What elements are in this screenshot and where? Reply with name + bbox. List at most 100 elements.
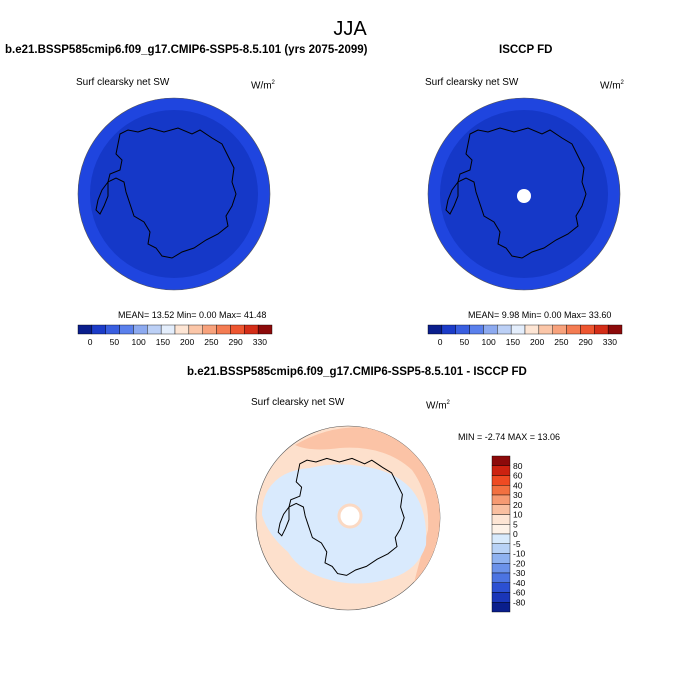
colorbar-obs-tick-label: 290 xyxy=(579,337,593,347)
panel-1-title: b.e21.BSSP585cmip6.f09_g17.CMIP6-SSP5-8.… xyxy=(5,44,368,56)
colorbar-model-swatch xyxy=(244,324,259,335)
colorbar-diff-swatch xyxy=(491,582,511,593)
colorbar-diff-tick-label: -80 xyxy=(513,597,526,607)
colorbar-diff-swatch xyxy=(491,475,511,486)
colorbar-model: 0 50 100 150 200 250 290 330 xyxy=(77,324,273,347)
colorbar-model-tick-label: 100 xyxy=(132,337,146,347)
colorbar-obs-tick-label: 100 xyxy=(482,337,496,347)
colorbar-diff-tick-label: 5 xyxy=(513,519,518,529)
panel-1-stats: MEAN= 13.52 Min= 0.00 Max= 41.48 xyxy=(118,310,267,320)
colorbar-diff-swatch xyxy=(491,494,511,505)
colorbar-model-tick-label: 290 xyxy=(229,337,243,347)
colorbar-obs-swatch xyxy=(552,324,567,335)
colorbar-model-tick-label: 50 xyxy=(110,337,120,347)
colorbar-model-swatch xyxy=(230,324,245,335)
colorbar-obs-swatch xyxy=(510,324,526,335)
colorbar-model-tick-label: 200 xyxy=(180,337,194,347)
map-diff-pole-ring xyxy=(337,503,363,529)
colorbar-diff-tick-label: -40 xyxy=(513,578,526,588)
colorbar-obs-swatch xyxy=(455,324,470,335)
colorbar-model-tick-label: 250 xyxy=(204,337,218,347)
colorbar-obs-swatch xyxy=(441,324,456,335)
map-obs xyxy=(427,97,621,291)
colorbar-diff-tick-label: 0 xyxy=(513,529,518,539)
colorbar-obs-swatch xyxy=(538,324,553,335)
colorbar-obs-tick-label: 250 xyxy=(554,337,568,347)
colorbar-obs-swatch xyxy=(594,324,609,335)
colorbar-diff-tick-label: 20 xyxy=(513,500,523,510)
colorbar-obs-tick-label: 50 xyxy=(460,337,470,347)
colorbar-model-swatch xyxy=(160,324,176,335)
season-title: JJA xyxy=(333,18,367,40)
panel-1-variable: Surf clearsky net SW xyxy=(76,77,170,88)
colorbar-model-tick-label: 330 xyxy=(253,337,267,347)
panel-3-title: b.e21.BSSP585cmip6.f09_g17.CMIP6-SSP5-8.… xyxy=(187,366,527,378)
panel-2-variable: Surf clearsky net SW xyxy=(425,77,519,88)
panel-3-stats: MIN = -2.74 MAX = 13.06 xyxy=(458,432,561,442)
colorbar-model-tick-label: 150 xyxy=(156,337,170,347)
colorbar-obs-tick-label: 330 xyxy=(603,337,617,347)
colorbar-model-swatch xyxy=(188,324,203,335)
colorbar-diff-tick-label: -5 xyxy=(513,539,521,549)
colorbar-obs-tick-label: 150 xyxy=(506,337,520,347)
colorbar-diff-swatch xyxy=(491,514,511,525)
map-diff-positive-band xyxy=(295,427,440,590)
panel-1-units: W/m2 xyxy=(251,80,275,92)
colorbar-model-swatch xyxy=(147,324,162,335)
map-model xyxy=(77,97,271,291)
colorbar-obs-swatch xyxy=(427,324,443,335)
colorbar-obs-swatch xyxy=(580,324,595,335)
colorbar-obs: 0 50 100 150 200 250 290 330 xyxy=(427,324,623,347)
colorbar-model-swatch xyxy=(257,324,273,335)
panel-3-variable: Surf clearsky net SW xyxy=(251,397,345,408)
colorbar-diff-tick-label: 30 xyxy=(513,490,523,500)
colorbar-model-swatch xyxy=(174,324,190,335)
colorbar-diff-tick-label: -30 xyxy=(513,568,526,578)
colorbar-diff-tick-label: 80 xyxy=(513,461,523,471)
colorbar-diff-swatch xyxy=(491,533,511,544)
colorbar-obs-swatch xyxy=(497,324,512,335)
colorbar-diff-swatch xyxy=(491,602,511,613)
colorbar-diff-tick-label: 60 xyxy=(513,471,523,481)
colorbar-model-swatch xyxy=(119,324,134,335)
colorbar-diff-swatch xyxy=(491,572,511,583)
colorbar-diff-tick-label: 10 xyxy=(513,510,523,520)
colorbar-diff-swatch xyxy=(491,455,511,466)
map-obs-missing-pole xyxy=(517,189,531,203)
map-diff xyxy=(255,425,441,611)
panel-2-stats: MEAN= 9.98 Min= 0.00 Max= 33.60 xyxy=(468,310,612,320)
colorbar-diff-tick-label: -60 xyxy=(513,588,526,598)
colorbar-model-swatch xyxy=(105,324,120,335)
colorbar-obs-swatch xyxy=(524,324,540,335)
colorbar-obs-swatch xyxy=(607,324,623,335)
colorbar-diff-swatch xyxy=(491,524,511,535)
map-diff-missing-pole xyxy=(339,505,361,527)
colorbar-diff-tick-label: -10 xyxy=(513,549,526,559)
colorbar-diff-swatch xyxy=(491,543,511,554)
map-model-inner-field xyxy=(90,110,258,278)
colorbar-obs-swatch xyxy=(469,324,484,335)
colorbar-obs-swatch xyxy=(483,324,498,335)
colorbar-diff-tick-label: -20 xyxy=(513,558,526,568)
colorbar-obs-tick-label: 200 xyxy=(530,337,544,347)
panel-2-title: ISCCP FD xyxy=(499,44,553,56)
panel-2-units: W/m2 xyxy=(600,80,624,92)
colorbar-diff-swatch xyxy=(491,553,511,564)
colorbar-obs-tick-label: 0 xyxy=(438,337,443,347)
panel-3-units: W/m2 xyxy=(426,400,450,412)
colorbar-diff-swatch xyxy=(491,465,511,476)
colorbar-diff-tick-label: 40 xyxy=(513,480,523,490)
colorbar-diff-swatch xyxy=(491,504,511,515)
colorbar-model-swatch xyxy=(77,324,93,335)
colorbar-model-tick-label: 0 xyxy=(88,337,93,347)
colorbar-diff-swatch xyxy=(491,592,511,603)
colorbar-model-swatch xyxy=(216,324,231,335)
colorbar-model-swatch xyxy=(91,324,106,335)
colorbar-model-swatch xyxy=(133,324,148,335)
colorbar-model-swatch xyxy=(202,324,217,335)
colorbar-obs-swatch xyxy=(566,324,581,335)
colorbar-diff-swatch xyxy=(491,485,511,496)
colorbar-diff-swatch xyxy=(491,563,511,574)
